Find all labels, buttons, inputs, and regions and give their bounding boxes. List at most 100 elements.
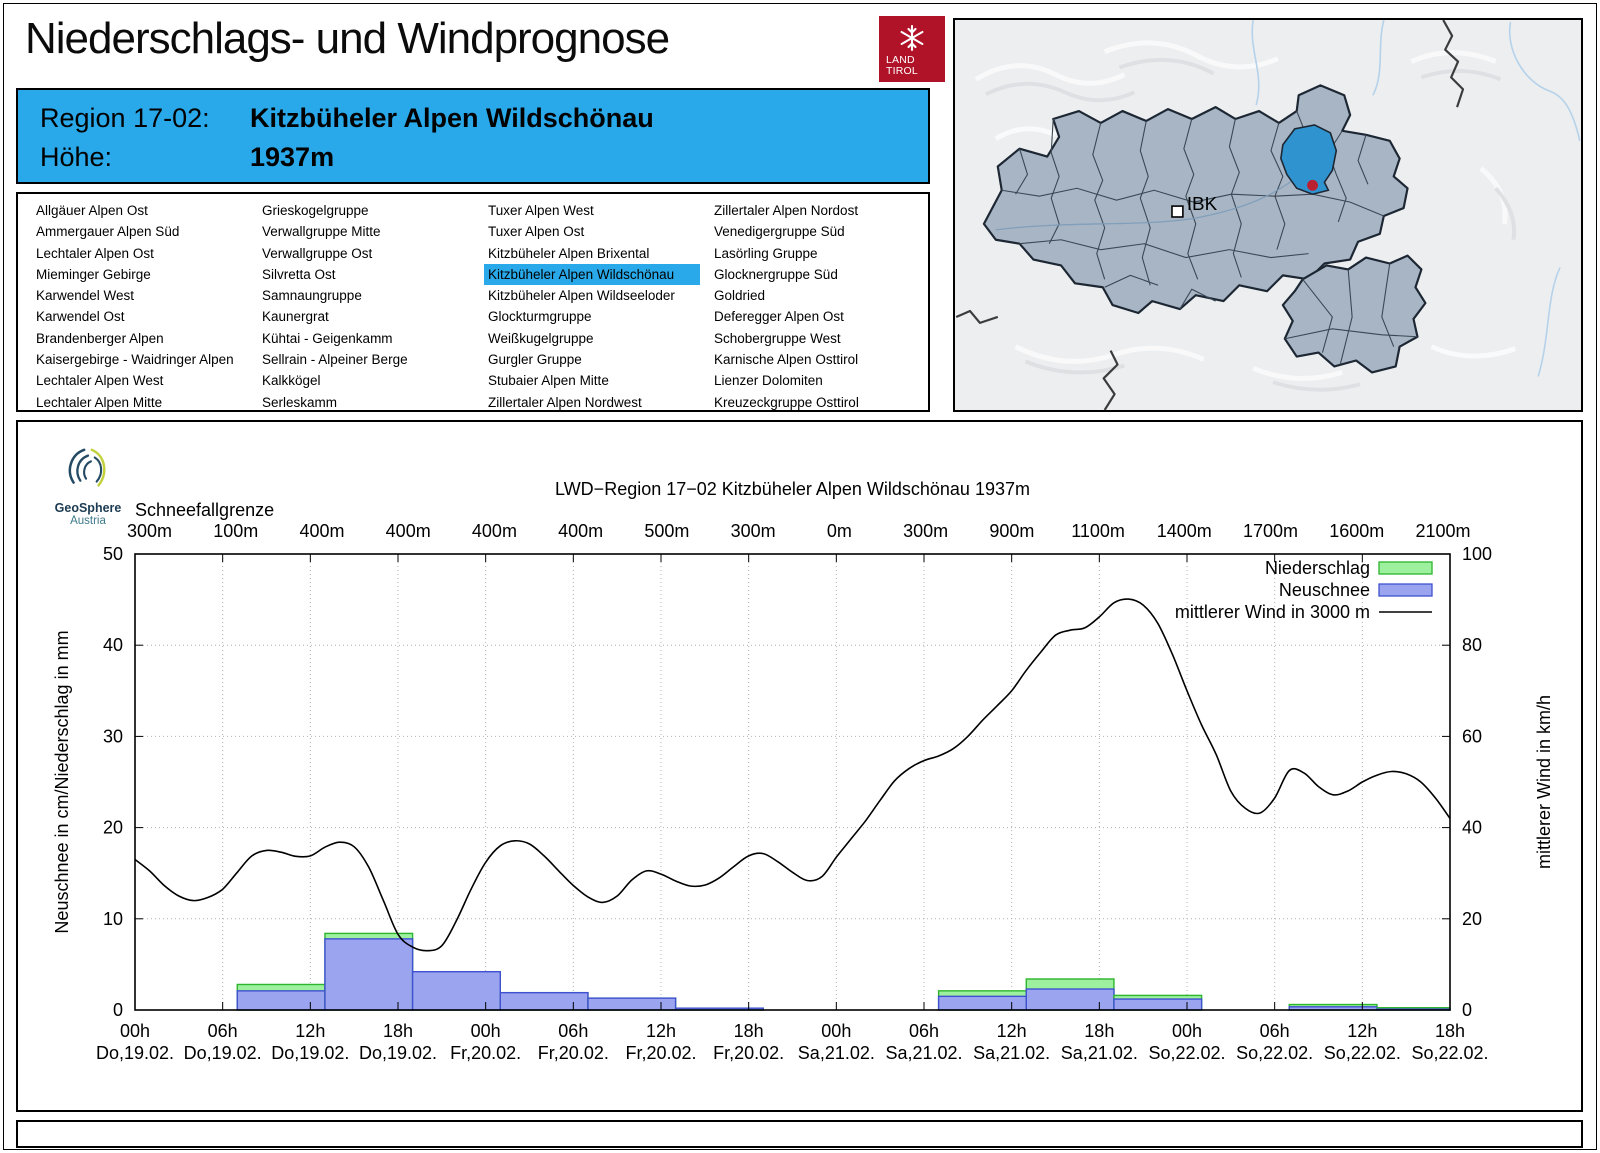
geosphere-icon (68, 448, 106, 487)
y-right-axis-label: mittlerer Wind in km/h (1534, 695, 1554, 869)
city-marker (1171, 205, 1184, 218)
y-right-tick-label: 80 (1462, 635, 1482, 655)
region-borders (1001, 110, 1385, 310)
region-list-item[interactable]: Kitzbüheler Alpen Wildseeloder (488, 288, 675, 304)
region-list-item[interactable]: Zillertaler Alpen Nordwest (488, 394, 642, 410)
region-list-item[interactable]: Deferegger Alpen Ost (714, 309, 844, 325)
region-list-item[interactable]: Lasörling Gruppe (714, 245, 818, 261)
region-list-item[interactable]: Verwallgruppe Ost (262, 245, 373, 261)
inn-river (995, 169, 1306, 231)
page-title: Niederschlags- und Windprognose (25, 14, 670, 63)
elevation-value: 1937m (250, 142, 335, 172)
region-list-item[interactable]: Stubaier Alpen Mitte (488, 373, 609, 389)
x-tick-date: So,22.02. (1411, 1043, 1488, 1063)
snowline-value: 1100m (1071, 521, 1125, 541)
new-snow-bar (937, 995, 1027, 1011)
new-snow-bar (411, 970, 501, 1011)
region-list-item[interactable]: Karwendel West (36, 288, 135, 304)
region-list-item[interactable]: Glocknergruppe Süd (714, 266, 838, 282)
footer-box (16, 1120, 1583, 1148)
region-list-item[interactable]: Lechtaler Alpen West (36, 373, 164, 389)
region-list-item[interactable]: Kaunergrat (262, 309, 329, 325)
region-list-item[interactable]: Allgäuer Alpen Ost (36, 203, 148, 218)
new-snow-bar (587, 997, 677, 1011)
x-tick-time: 06h (1260, 1021, 1290, 1041)
x-tick-time: 06h (558, 1021, 588, 1041)
y-left-tick-label: 50 (103, 544, 123, 564)
snowline-value: 0m (827, 521, 852, 541)
east-tirol-regions (1281, 254, 1427, 374)
region-list-item[interactable]: Tuxer Alpen Ost (488, 224, 585, 240)
region-list-item[interactable]: Sellrain - Alpeiner Berge (262, 352, 408, 368)
x-tick-date: Fr,20.02. (538, 1043, 609, 1063)
snowline-value: 300m (127, 521, 172, 541)
x-tick-time: 00h (821, 1021, 851, 1041)
x-tick-date: Sa,21.02. (1061, 1043, 1138, 1063)
city-label: IBK (1187, 193, 1218, 214)
x-tick-time: 18h (734, 1021, 764, 1041)
x-tick-time: 06h (909, 1021, 939, 1041)
national-border (955, 20, 1465, 410)
region-list-item[interactable]: Kitzbüheler Alpen Brixental (488, 245, 650, 261)
new-snow-bar (1025, 988, 1115, 1011)
region-list-item[interactable]: Verwallgruppe Mitte (262, 224, 381, 240)
region-list-item[interactable]: Mieminger Gebirge (36, 266, 151, 282)
region-list-item[interactable]: Karnische Alpen Osttirol (714, 352, 859, 368)
x-tick-date: So,22.02. (1324, 1043, 1401, 1063)
region-list-item[interactable]: Gurgler Gruppe (488, 352, 582, 368)
land-tirol-wordmark: LAND TIROL (886, 54, 918, 77)
legend-label: Neuschnee (1279, 580, 1370, 600)
tirol-map: IBK (953, 18, 1583, 412)
region-list-item[interactable]: Lienzer Dolomiten (714, 373, 823, 389)
plot-border (134, 553, 1451, 1011)
new-snow-bar (499, 991, 589, 1011)
region-list-item[interactable]: Venedigergruppe Süd (714, 224, 845, 240)
snowline-value: 400m (472, 521, 517, 541)
region-list-column: Allgäuer Alpen Ost Ammergauer Alpen Süd Le… (32, 200, 258, 410)
region-list: Allgäuer Alpen Ost Ammergauer Alpen Süd Le… (16, 192, 930, 412)
x-tick-date: Do,19.02. (96, 1043, 174, 1063)
legend-label: mittlerer Wind in 3000 m (1175, 602, 1370, 622)
region-borders-east (1284, 263, 1418, 365)
legend-swatch (1378, 583, 1433, 597)
x-tick-date: Do,19.02. (359, 1043, 437, 1063)
region-list-item[interactable]: Lechtaler Alpen Mitte (36, 394, 163, 410)
region-list-item[interactable]: Silvretta Ost (262, 266, 336, 282)
region-list-item[interactable]: Tuxer Alpen West (488, 203, 594, 218)
y-right-tick-label: 60 (1462, 726, 1482, 746)
snowline-value: 1700m (1243, 521, 1298, 541)
region-list-item[interactable]: Lechtaler Alpen Ost (36, 245, 154, 261)
y-left-axis-label: Neuschnee in cm/Niederschlag in mm (52, 630, 72, 933)
x-tick-time: 12h (997, 1021, 1027, 1041)
region-list-item[interactable]: Goldried (714, 288, 766, 304)
region-list-item[interactable]: Kühtai - Geigenkamm (262, 330, 393, 346)
region-list-item[interactable]: Kreuzeckgruppe Osttirol (714, 394, 859, 410)
region-list-item[interactable]: Samnaungruppe (262, 288, 362, 304)
region-list-item-selected[interactable]: Kitzbüheler Alpen Wildschönau (484, 263, 700, 286)
x-tick-time: 18h (1084, 1021, 1114, 1041)
region-list-item[interactable]: Grieskogelgruppe (262, 203, 369, 218)
x-tick-date: Fr,20.02. (713, 1043, 784, 1063)
region-list-item[interactable]: Ammergauer Alpen Süd (36, 224, 180, 240)
x-tick-date: So,22.02. (1236, 1043, 1313, 1063)
x-tick-date: Sa,21.02. (885, 1043, 962, 1063)
region-list-item[interactable]: Karwendel Ost (36, 309, 125, 325)
region-list-item[interactable]: Kalkkögel (262, 373, 321, 389)
region-list-item[interactable]: Brandenberger Alpen (36, 330, 164, 346)
snowline-label: Schneefallgrenze (135, 500, 274, 520)
region-list-item[interactable]: Kaisergebirge - Waidringer Alpen (36, 352, 234, 368)
snowline-value: 400m (386, 521, 431, 541)
y-left-tick-label: 0 (113, 1000, 123, 1020)
region-list-item[interactable]: Zillertaler Alpen Nordost (714, 203, 859, 218)
region-list-item[interactable]: Weißkugelgruppe (488, 330, 594, 346)
region-list-item[interactable]: Glockturmgruppe (488, 309, 592, 325)
x-tick-time: 00h (1172, 1021, 1202, 1041)
x-tick-time: 00h (471, 1021, 501, 1041)
x-tick-time: 12h (1347, 1021, 1377, 1041)
highlighted-region[interactable] (1280, 124, 1338, 196)
land-tirol-logo: LAND TIROL (879, 16, 945, 82)
region-list-item[interactable]: Schobergruppe West (714, 330, 841, 346)
region-list-column: Zillertaler Alpen Nordost Venedigergruppe… (710, 200, 936, 410)
region-list-item[interactable]: Serleskamm (262, 394, 338, 410)
